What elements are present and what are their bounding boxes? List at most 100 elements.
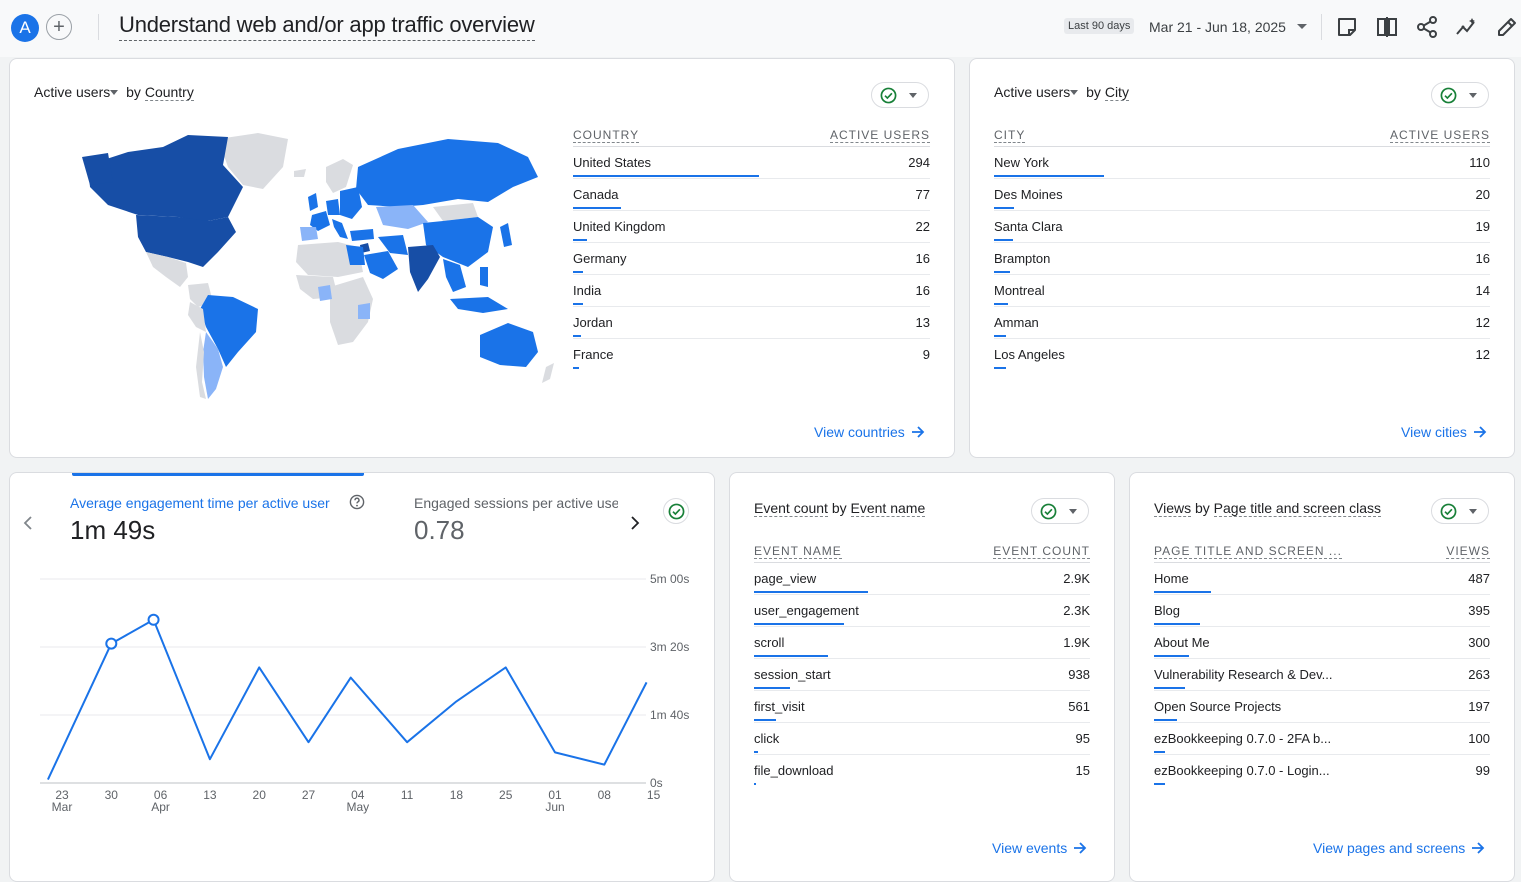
page-title[interactable]: Understand web and/or app traffic overvi…: [119, 12, 535, 41]
row-label: file_download: [754, 763, 834, 778]
dimension-label[interactable]: Country: [144, 84, 194, 101]
data-point[interactable]: [105, 637, 118, 650]
table-row[interactable]: Blog 395: [1154, 595, 1490, 627]
table-row[interactable]: Montreal 14: [994, 275, 1490, 307]
column-header-active-users[interactable]: ACTIVE USERS: [1389, 128, 1490, 143]
metric-label[interactable]: Views: [1154, 500, 1192, 517]
by-label: by: [1194, 500, 1210, 516]
chevron-down-icon[interactable]: [1070, 89, 1079, 95]
row-label: Open Source Projects: [1154, 699, 1282, 714]
insights-icon[interactable]: [1455, 15, 1479, 39]
table-row[interactable]: France 9: [573, 339, 930, 370]
row-share-bar: [573, 303, 583, 305]
x-tick-label: 15: [647, 788, 661, 802]
column-header-active-users[interactable]: ACTIVE USERS: [829, 128, 930, 143]
view-events-link[interactable]: View events: [992, 840, 1087, 856]
table-row[interactable]: page_view 2.9K: [754, 563, 1090, 595]
column-header-event-count[interactable]: EVENT COUNT: [993, 544, 1090, 559]
date-range-picker[interactable]: Mar 21 - Jun 18, 2025: [1149, 19, 1286, 35]
row-value: 2.9K: [1063, 571, 1090, 586]
series-line[interactable]: [47, 618, 648, 781]
table-row[interactable]: Jordan 13: [573, 307, 930, 339]
row-value: 77: [915, 187, 930, 202]
chevron-right-icon[interactable]: [627, 515, 643, 531]
data-quality-pill[interactable]: [1431, 82, 1489, 108]
view-pages-link[interactable]: View pages and screens: [1313, 840, 1485, 856]
row-label: United States: [573, 155, 652, 170]
row-label: first_visit: [754, 699, 805, 714]
chevron-left-icon[interactable]: [20, 515, 36, 531]
column-header-views[interactable]: VIEWS: [1446, 544, 1490, 559]
row-label: Des Moines: [994, 187, 1063, 202]
dimension-label[interactable]: Event name: [850, 500, 926, 517]
map-country-nigeria: [318, 285, 332, 301]
row-label: Amman: [994, 315, 1039, 330]
help-icon[interactable]: [349, 494, 365, 510]
row-label: Santa Clara: [994, 219, 1063, 234]
metric-tab-engaged-sessions[interactable]: Engaged sessions per active user: [414, 495, 618, 511]
column-header-country[interactable]: COUNTRY: [573, 128, 640, 143]
data-quality-pill[interactable]: [1031, 498, 1089, 524]
table-row[interactable]: Open Source Projects 197: [1154, 691, 1490, 723]
column-header-event-name[interactable]: EVENT NAME: [754, 544, 842, 559]
table-row[interactable]: session_start 938: [754, 659, 1090, 691]
row-share-bar: [573, 367, 579, 369]
row-label: Blog: [1154, 603, 1181, 618]
table-row[interactable]: ezBookkeeping 0.7.0 - Login... 99: [1154, 755, 1490, 786]
data-quality-button[interactable]: [663, 498, 689, 524]
table-row[interactable]: United Kingdom 22: [573, 211, 930, 243]
compare-icon[interactable]: [1375, 15, 1399, 39]
world-map[interactable]: [68, 127, 568, 402]
table-row[interactable]: Amman 12: [994, 307, 1490, 339]
table-row[interactable]: About Me 300: [1154, 627, 1490, 659]
column-header-page-title[interactable]: PAGE TITLE AND SCREEN ...: [1154, 544, 1342, 559]
row-share-bar: [994, 367, 1006, 369]
x-tick-month: Apr: [151, 800, 170, 814]
table-row[interactable]: user_engagement 2.3K: [754, 595, 1090, 627]
x-tick-label: 08: [598, 788, 612, 802]
table-row[interactable]: Vulnerability Research & Dev... 263: [1154, 659, 1490, 691]
note-icon[interactable]: [1335, 15, 1359, 39]
dimension-label[interactable]: Page title and screen class: [1213, 500, 1381, 517]
table-row[interactable]: click 95: [754, 723, 1090, 755]
metric-label[interactable]: Event count: [754, 500, 828, 517]
table-row[interactable]: scroll 1.9K: [754, 627, 1090, 659]
table-row[interactable]: India 16: [573, 275, 930, 307]
metric-tab-avg-engagement[interactable]: Average engagement time per active user: [70, 495, 330, 511]
data-point[interactable]: [147, 613, 160, 626]
map-country-usa: [136, 215, 236, 267]
metric-selector[interactable]: Active users: [994, 84, 1071, 100]
chevron-down-icon[interactable]: [1297, 24, 1307, 29]
country-card: Active users by Country: [9, 58, 955, 458]
share-icon[interactable]: [1415, 15, 1439, 39]
table-row[interactable]: Canada 77: [573, 179, 930, 211]
table-row[interactable]: Des Moines 20: [994, 179, 1490, 211]
table-row[interactable]: Germany 16: [573, 243, 930, 275]
row-label: Los Angeles: [994, 347, 1065, 362]
row-value: 95: [1075, 731, 1090, 746]
metric-selector[interactable]: Active users: [34, 84, 111, 100]
metric-value-avg-engagement: 1m 49s: [70, 515, 156, 545]
view-countries-link[interactable]: View countries: [814, 424, 925, 440]
table-row[interactable]: file_download 15: [754, 755, 1090, 786]
data-quality-pill[interactable]: [871, 82, 929, 108]
table-row[interactable]: Home 487: [1154, 563, 1490, 595]
row-value: 487: [1468, 571, 1490, 586]
table-row[interactable]: ezBookkeeping 0.7.0 - 2FA b... 100: [1154, 723, 1490, 755]
edit-icon[interactable]: [1495, 15, 1519, 39]
table-row[interactable]: Santa Clara 19: [994, 211, 1490, 243]
account-avatar[interactable]: A: [11, 14, 39, 42]
table-row[interactable]: Los Angeles 12: [994, 339, 1490, 370]
column-header-city[interactable]: CITY: [994, 128, 1026, 143]
dimension-label[interactable]: City: [1104, 84, 1129, 101]
chevron-down-icon[interactable]: [110, 89, 119, 95]
add-comparison-button[interactable]: +: [46, 14, 72, 40]
row-label: page_view: [754, 571, 817, 586]
table-row[interactable]: Brampton 16: [994, 243, 1490, 275]
data-quality-pill[interactable]: [1431, 498, 1489, 524]
table-row[interactable]: United States 294: [573, 147, 930, 179]
table-row[interactable]: New York 110: [994, 147, 1490, 179]
view-cities-link[interactable]: View cities: [1401, 424, 1487, 440]
table-row[interactable]: first_visit 561: [754, 691, 1090, 723]
